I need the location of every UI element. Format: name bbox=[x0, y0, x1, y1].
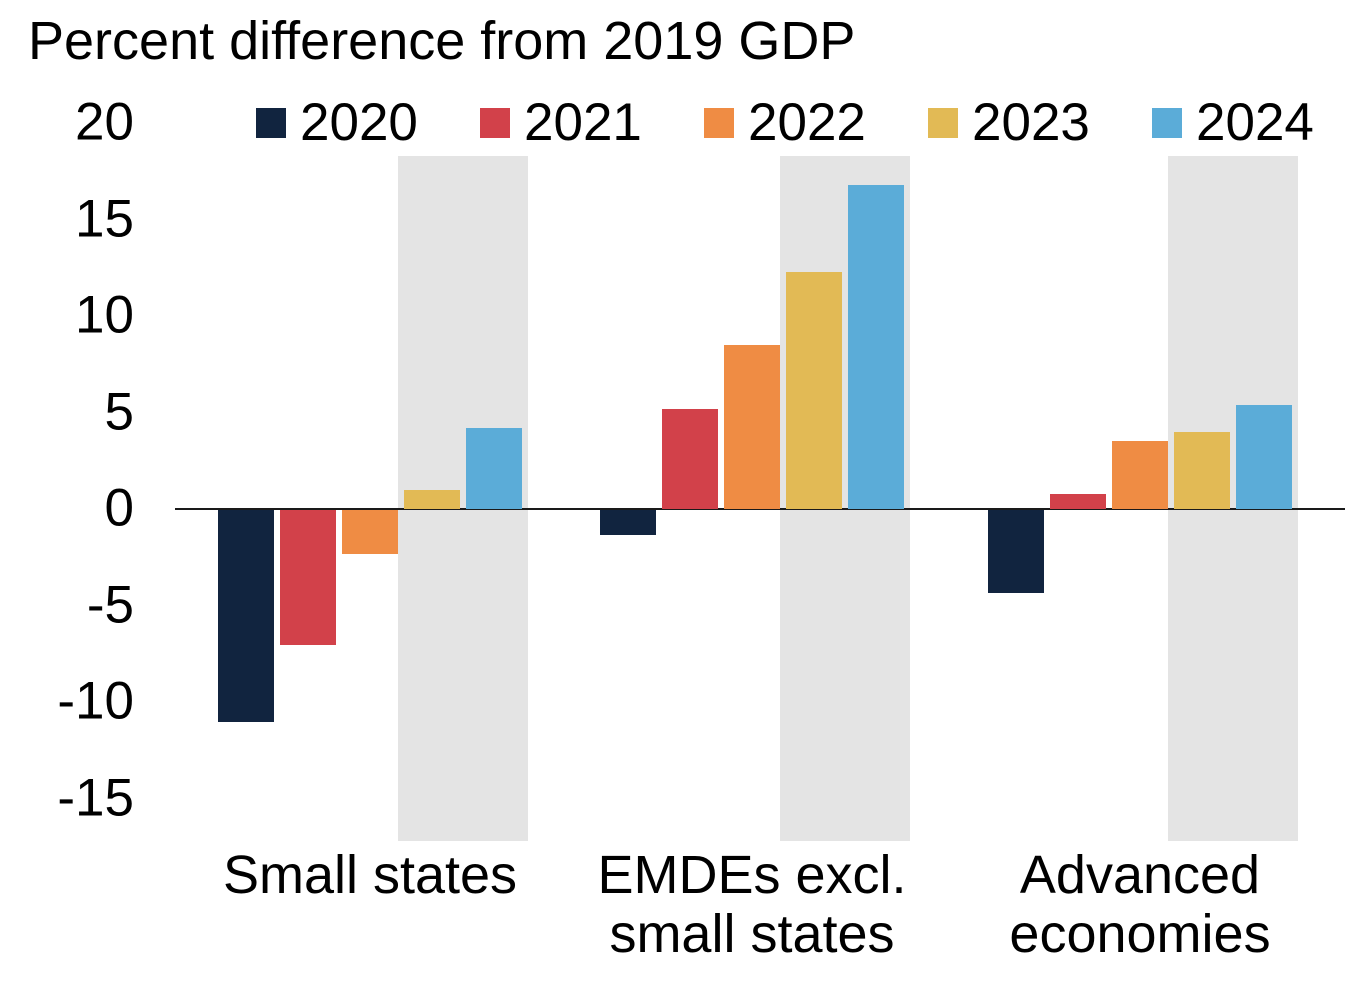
legend-item-2022: 2022 bbox=[704, 96, 866, 149]
y-tick-label--15: -15 bbox=[57, 768, 134, 828]
legend-label-2022: 2022 bbox=[748, 93, 866, 152]
bar-emdes-excl-small-states-2021 bbox=[662, 409, 718, 509]
chart-title: Percent difference from 2019 GDP bbox=[28, 11, 856, 71]
y-tick-label--5: -5 bbox=[86, 575, 134, 635]
legend-label-2024: 2024 bbox=[1196, 93, 1314, 152]
x-category-label-line: Small states bbox=[222, 845, 518, 905]
bar-small-states-2020 bbox=[218, 510, 274, 722]
x-category-label-line: economies bbox=[1009, 903, 1271, 964]
x-category-label-line: EMDEs excl. bbox=[597, 845, 907, 905]
legend-item-2023: 2023 bbox=[928, 96, 1090, 149]
bar-advanced-economies-2024 bbox=[1236, 405, 1292, 509]
legend-label-2023: 2023 bbox=[972, 93, 1090, 152]
legend-swatch-icon-2022 bbox=[704, 107, 734, 138]
legend-label-2020: 2020 bbox=[300, 93, 418, 152]
x-category-label-line: Advanced bbox=[1019, 845, 1261, 905]
y-tick-label-5: 5 bbox=[104, 382, 134, 442]
x-category-label-small-states: Small states bbox=[110, 846, 630, 905]
legend-swatch-icon-2020 bbox=[256, 107, 286, 138]
x-category-label-advanced-economies: Advanced economies bbox=[880, 846, 1362, 964]
bar-emdes-excl-small-states-2024 bbox=[848, 185, 904, 509]
bar-emdes-excl-small-states-2022 bbox=[724, 345, 780, 509]
y-tick-label-15: 15 bbox=[75, 189, 134, 249]
legend-item-2020: 2020 bbox=[256, 96, 418, 149]
bar-emdes-excl-small-states-2020 bbox=[600, 510, 656, 535]
bar-small-states-2021 bbox=[280, 510, 336, 645]
legend-label-2021: 2021 bbox=[524, 93, 642, 152]
bar-small-states-2023 bbox=[404, 490, 460, 509]
bar-small-states-2024 bbox=[466, 428, 522, 509]
legend-item-2021: 2021 bbox=[480, 96, 642, 149]
legend-swatch-icon-2024 bbox=[1152, 107, 1182, 138]
bar-small-states-2022 bbox=[342, 510, 398, 554]
x-category-label-line: small states bbox=[609, 903, 895, 964]
legend-swatch-icon-2023 bbox=[928, 107, 958, 138]
y-tick-label--10: -10 bbox=[57, 671, 134, 731]
y-tick-label-20: 20 bbox=[75, 92, 134, 152]
bar-advanced-economies-2022 bbox=[1112, 441, 1168, 509]
legend-swatch-icon-2021 bbox=[480, 107, 510, 138]
y-tick-label-10: 10 bbox=[75, 285, 134, 345]
bar-advanced-economies-2021 bbox=[1050, 494, 1106, 509]
legend-item-2024: 2024 bbox=[1152, 96, 1314, 149]
x-category-label-emdes-excl-small-states: EMDEs excl. small states bbox=[492, 846, 1012, 964]
bar-advanced-economies-2020 bbox=[988, 510, 1044, 593]
bar-emdes-excl-small-states-2023 bbox=[786, 272, 842, 509]
y-tick-label-0: 0 bbox=[104, 478, 134, 538]
bar-advanced-economies-2023 bbox=[1174, 432, 1230, 509]
zero-axis-line bbox=[175, 508, 1345, 510]
